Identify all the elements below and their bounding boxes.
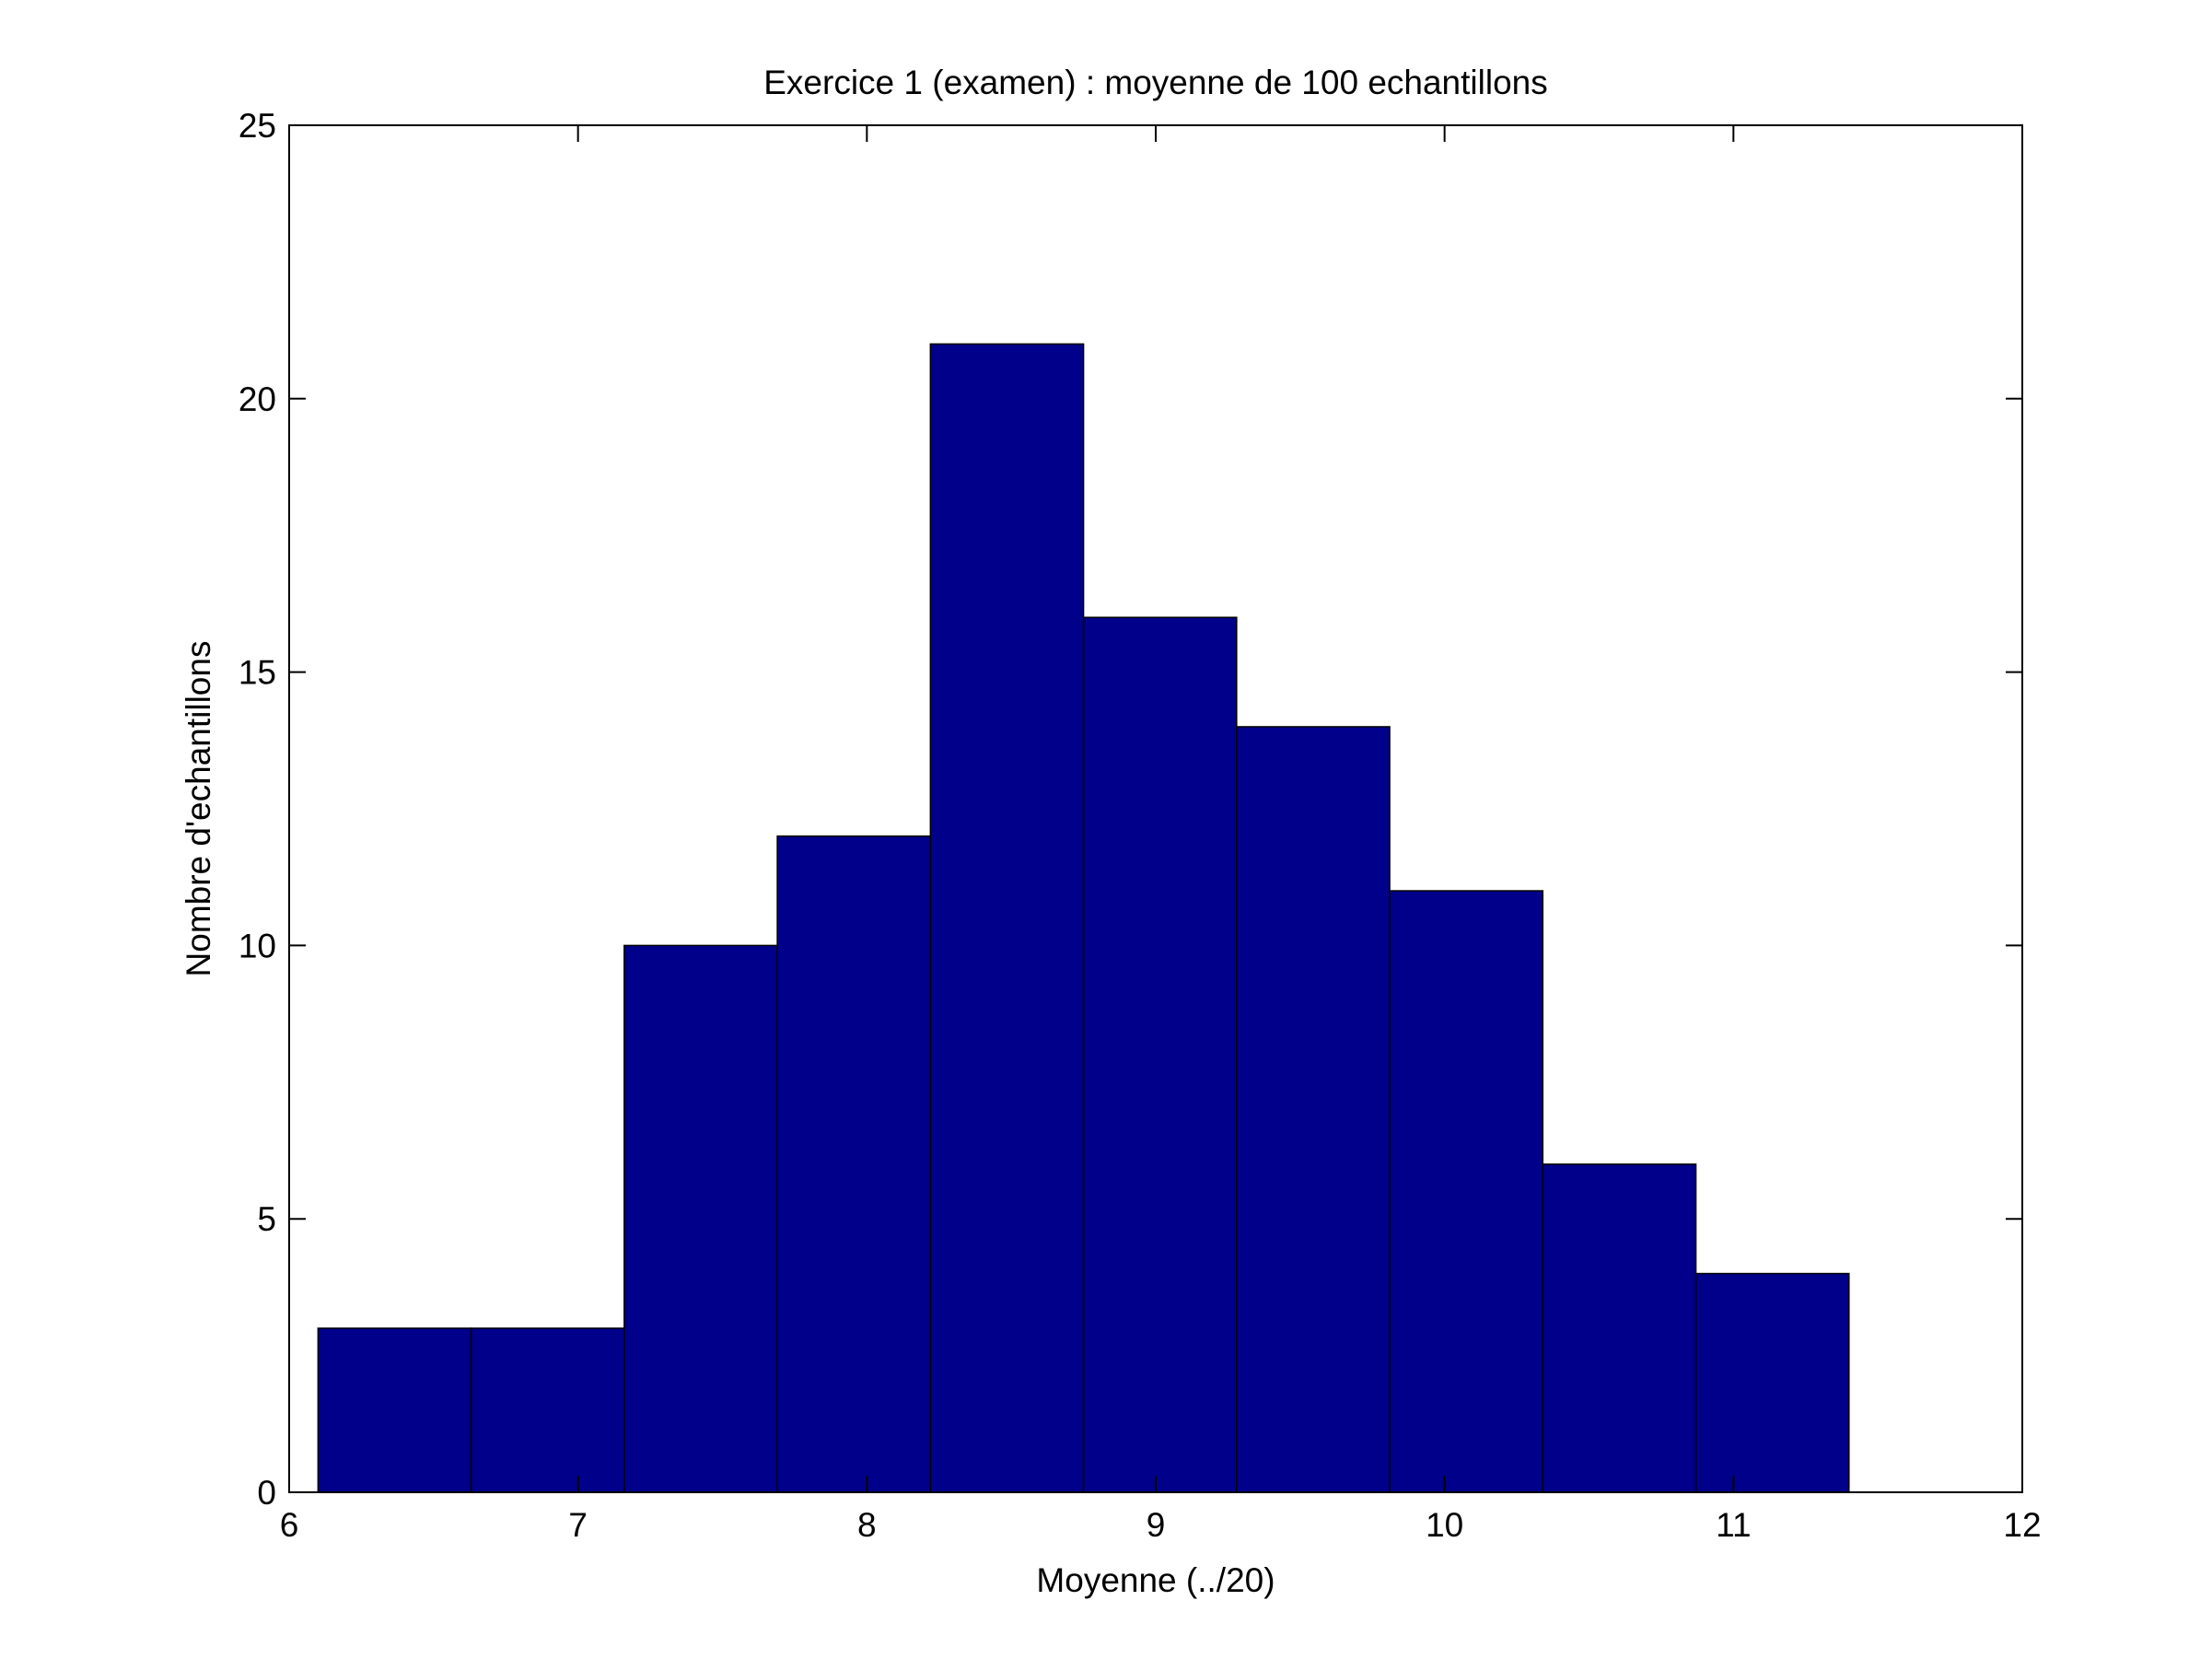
x-tick-label: 8 — [857, 1506, 877, 1544]
y-tick-label: 5 — [257, 1200, 276, 1238]
x-tick-label: 9 — [1147, 1506, 1166, 1544]
x-tick-label: 6 — [280, 1506, 299, 1544]
x-axis-label: Moyenne (../20) — [1036, 1561, 1275, 1599]
histogram-bar-6 — [1082, 616, 1238, 1493]
axis-tick-labels: 6 7 8 9 10 11 12 0 5 10 15 20 25 — [239, 107, 2042, 1544]
y-axis-label: Nombre d'echantillons — [180, 641, 217, 977]
x-tick-label: 12 — [2003, 1506, 2041, 1544]
x-tick-label: 11 — [1716, 1506, 1751, 1544]
histogram-bar-1 — [317, 1327, 472, 1493]
histogram-bar-10 — [1694, 1272, 1850, 1493]
y-tick-label: 10 — [239, 927, 276, 964]
x-tick-label: 7 — [568, 1506, 588, 1544]
chart-title: Exercice 1 (examen) : moyenne de 100 ech… — [763, 64, 1547, 101]
y-tick-label: 0 — [257, 1474, 276, 1512]
y-tick-label: 15 — [239, 654, 276, 692]
y-tick-label: 20 — [239, 380, 276, 418]
histogram-bar-5 — [929, 343, 1085, 1493]
histogram-bars — [317, 343, 1850, 1493]
histogram-bar-2 — [470, 1327, 625, 1493]
histogram-bar-3 — [623, 944, 778, 1493]
histogram-bar-8 — [1389, 890, 1544, 1493]
histogram-bar-7 — [1236, 726, 1391, 1493]
axis-ticks — [288, 124, 2023, 1493]
y-tick-label: 25 — [239, 107, 276, 145]
histogram-bar-4 — [776, 835, 932, 1493]
x-tick-label: 10 — [1426, 1506, 1463, 1544]
histogram-bar-9 — [1542, 1163, 1697, 1493]
